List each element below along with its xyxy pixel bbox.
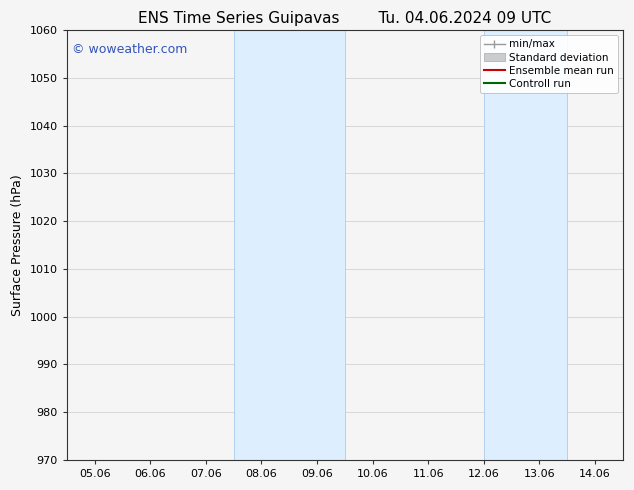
Bar [234,30,345,460]
Legend: min/max, Standard deviation, Ensemble mean run, Controll run: min/max, Standard deviation, Ensemble me… [479,35,618,93]
Bar [484,30,567,460]
Y-axis label: Surface Pressure (hPa): Surface Pressure (hPa) [11,174,24,316]
Title: ENS Time Series Guipavas        Tu. 04.06.2024 09 UTC: ENS Time Series Guipavas Tu. 04.06.2024 … [138,11,552,26]
Text: © woweather.com: © woweather.com [72,43,188,56]
